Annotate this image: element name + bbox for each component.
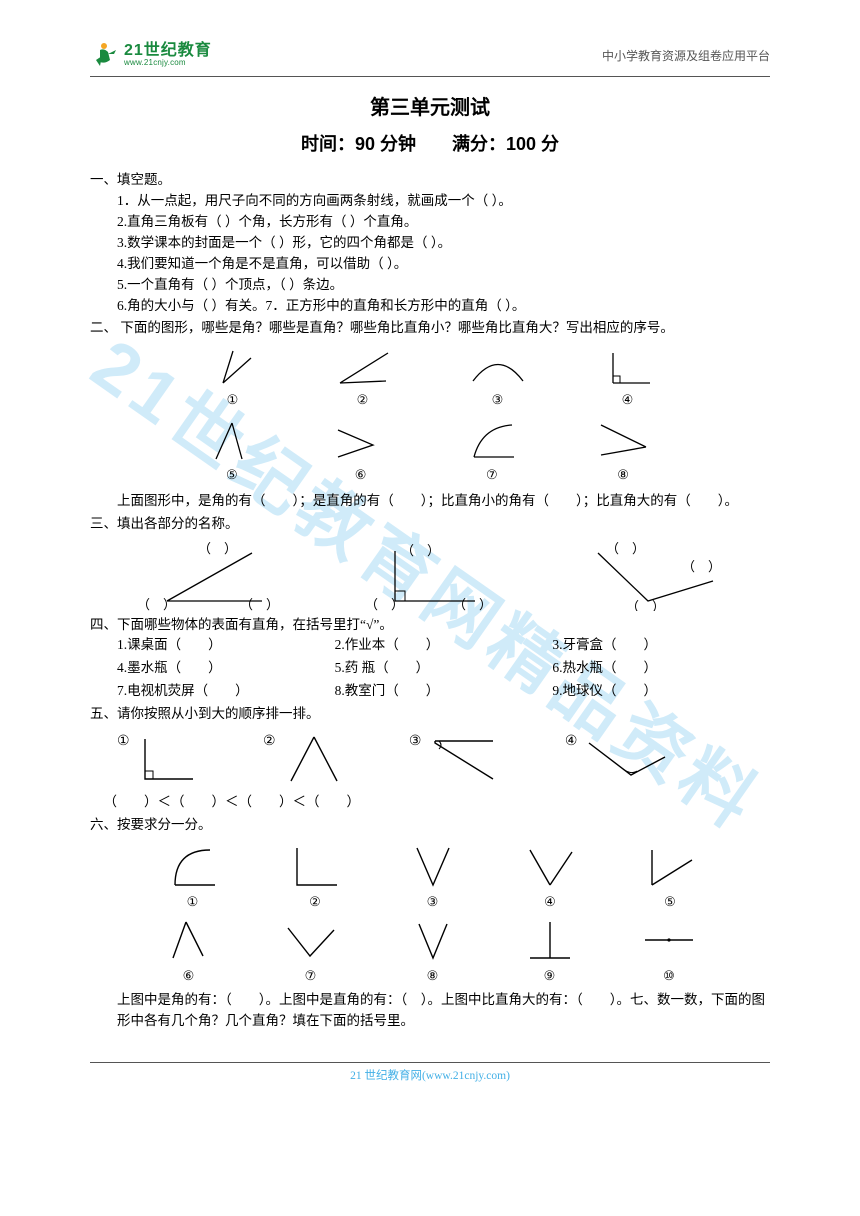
- q4-heading: 四、下面哪些物体的表面有直角，在括号里打“√”。: [90, 615, 770, 636]
- fig-label: ⑨: [522, 966, 577, 986]
- q1-item: 5.一个直角有（ ）个顶点，（ ）条边。: [117, 275, 770, 296]
- fig-label: ⑤: [204, 465, 259, 485]
- q2-figure-row-2: ⑤ ⑥ ⑦ ⑧: [90, 415, 770, 485]
- fig-label: ⑧: [405, 966, 460, 986]
- fig-label: ①: [117, 734, 130, 749]
- page-title: 第三单元测试: [90, 91, 770, 120]
- fig-label: ②: [328, 390, 398, 410]
- header-divider: [90, 76, 770, 77]
- logo-text: 21世纪教育: [124, 43, 212, 59]
- fig-label: ③: [463, 390, 533, 410]
- q3-fig-1: （ ） （ ） （ ）: [132, 541, 282, 611]
- q1-item: 4.我们要知道一个角是不是直角，可以借助（ ）。: [117, 254, 770, 275]
- fig-label: ③: [409, 734, 422, 749]
- fig-label: ⑥: [161, 966, 216, 986]
- footer-divider: [90, 1062, 770, 1063]
- footer-text: 21 世纪教育网(www.21cnjy.com): [90, 1067, 770, 1083]
- q6-heading: 六、按要求分一分。: [90, 815, 770, 836]
- q4-item: 9.地球仪（ ）: [552, 681, 770, 702]
- q4-item: 5.药 瓶（ ）: [335, 658, 553, 679]
- q5-figure-row: ① ② ③ ④: [90, 731, 770, 786]
- fig-label: ②: [285, 892, 345, 912]
- q1-item: 3.数学课本的封面是一个（ ）形，它的四个角都是（ ）。: [117, 233, 770, 254]
- logo: 21世纪教育 www.21cnjy.com: [90, 40, 212, 70]
- svg-text:（ ）: （ ）: [606, 541, 645, 556]
- q1-item: 6.角的大小与（ ）有关。7．正方形中的直角和长方形中的直角（ ）。: [117, 296, 770, 317]
- fig-label: ⑦: [462, 465, 522, 485]
- svg-text:（ ）: （ ）: [240, 597, 279, 611]
- q1-item: 1．从一点起，用尺子向不同的方向画两条射线，就画成一个（ ）。: [117, 191, 770, 212]
- header-right-text: 中小学教育资源及组卷应用平台: [602, 47, 770, 64]
- q3-fig-2: （ ） （ ） （ ）: [365, 541, 495, 611]
- q5-heading: 五、请你按照从小到大的顺序排一排。: [90, 704, 770, 725]
- svg-text:（ ）: （ ）: [401, 543, 440, 558]
- q6-figure-row-1: ① ② ③ ④ ⑤: [90, 840, 770, 912]
- q4-item: 8.教室门（ ）: [335, 681, 553, 702]
- fig-label: ④: [520, 892, 580, 912]
- q1-item: 2.直角三角板有（ ）个角，长方形有（ ）个直角。: [117, 212, 770, 233]
- q4-item: 1.课桌面（ ）: [117, 635, 335, 656]
- fig-label: ⑧: [591, 465, 656, 485]
- fig-label: ⑦: [278, 966, 343, 986]
- logo-icon: [90, 40, 120, 70]
- svg-text:（ ）: （ ）: [365, 597, 404, 611]
- q3-heading: 三、填出各部分的名称。: [90, 514, 770, 535]
- q3-figure-row: （ ） （ ） （ ） （ ） （ ） （ ） （ ） （ ） （ ）: [90, 541, 770, 611]
- q1-heading: 一、填空题。: [90, 170, 770, 191]
- svg-text:（ ）: （ ）: [198, 541, 237, 556]
- fig-label: ③: [405, 892, 460, 912]
- fig-label: ①: [160, 892, 225, 912]
- q4-item: 2.作业本（ ）: [335, 635, 553, 656]
- q6-figure-row-2: ⑥ ⑦ ⑧ ⑨ ⑩: [90, 916, 770, 986]
- q4-item: 7.电视机荧屏（ ）: [117, 681, 335, 702]
- q2-figure-row-1: ① ② ③ ④: [90, 343, 770, 410]
- fig-label: ⑥: [328, 465, 393, 485]
- q4-item: 3.牙膏盒（ ）: [552, 635, 770, 656]
- q4-item: 4.墨水瓶（ ）: [117, 658, 335, 679]
- q2-heading: 二、 下面的图形，哪些是角？哪些是直角？哪些角比直角小？哪些角比直角大？写出相应…: [90, 318, 770, 339]
- fig-label: ②: [263, 734, 276, 749]
- svg-text:（ ）: （ ）: [137, 597, 176, 611]
- q5-answer: （ ）＜（ ）＜（ ）＜（ ）: [90, 792, 770, 813]
- page-header: 21世纪教育 www.21cnjy.com 中小学教育资源及组卷应用平台: [90, 40, 770, 70]
- fig-label: ④: [565, 734, 578, 749]
- fig-label: ⑤: [640, 892, 700, 912]
- svg-text:（ ）: （ ）: [682, 559, 721, 574]
- logo-url: www.21cnjy.com: [124, 59, 212, 67]
- fig-label: ①: [203, 390, 263, 410]
- fig-label: ⑩: [639, 966, 699, 986]
- q2-answer: 上面图形中，是角的有（ ）；是直角的有（ ）；比直角小的角有（ ）；比直角大的有…: [90, 491, 770, 512]
- svg-text:（ ）: （ ）: [626, 599, 665, 611]
- q3-fig-3: （ ） （ ） （ ）: [578, 541, 728, 611]
- q4-item: 6.热水瓶（ ）: [552, 658, 770, 679]
- q6-answer: 上图中是角的有：（ ）。上图中是直角的有：（ ）。上图中比直角大的有：（ ）。七…: [90, 990, 770, 1032]
- fig-label: ④: [598, 390, 658, 410]
- svg-text:（ ）: （ ）: [453, 597, 492, 611]
- page-subtitle: 时间：90 分钟 满分：100 分: [90, 130, 770, 156]
